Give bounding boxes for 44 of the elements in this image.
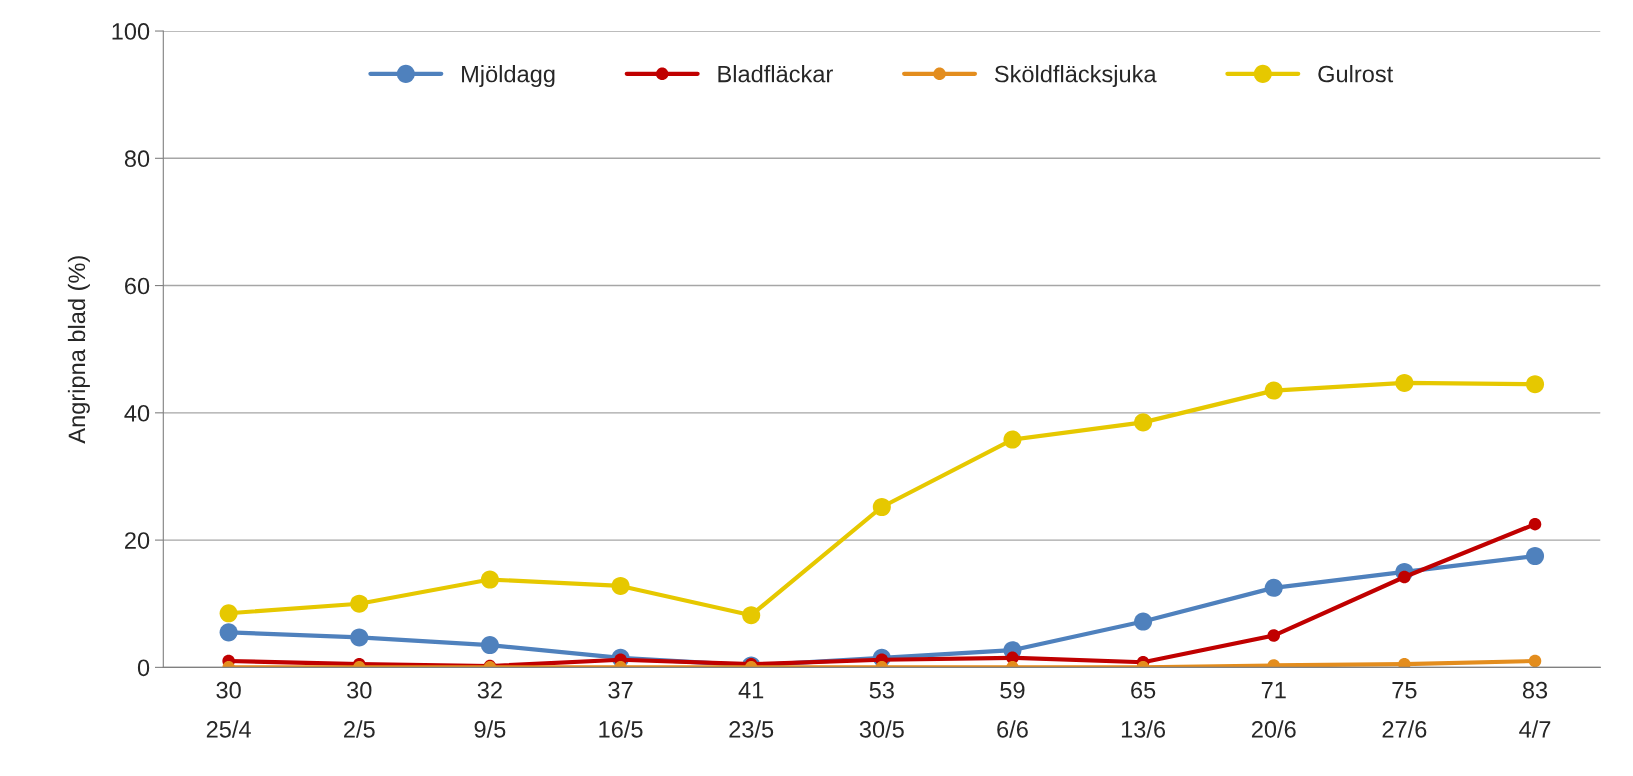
point <box>1395 373 1414 392</box>
x-tick-label: 30 2/5 <box>344 681 375 738</box>
y-tick-label: 0 <box>137 659 150 677</box>
point <box>350 594 369 613</box>
y-tick-label: 40 <box>124 404 150 422</box>
y-axis-title: Angripna blad (%) <box>67 256 90 444</box>
point <box>1267 629 1280 642</box>
x-tick-label: 65 13/6 <box>1121 681 1166 738</box>
point <box>742 606 761 625</box>
point <box>1525 375 1545 394</box>
point <box>1525 546 1545 566</box>
x-tick-label: 83 4/7 <box>1519 681 1551 738</box>
x-tick-label: 53 30/5 <box>859 681 904 738</box>
point <box>1134 413 1153 432</box>
legend-label: Sköldfläcksjuka <box>994 65 1157 88</box>
point <box>1398 657 1411 668</box>
x-tick-label: 30 25/4 <box>206 681 251 738</box>
legend-label: Mjöldagg <box>462 65 555 88</box>
point <box>1134 612 1153 631</box>
x-tick-label: 32 9/5 <box>474 681 506 738</box>
point <box>1003 430 1022 449</box>
x-tick-label: 37 16/5 <box>599 681 643 738</box>
y-tick-label: 60 <box>125 277 150 295</box>
point <box>1528 517 1542 531</box>
x-tick-label: 75 27/6 <box>1382 682 1427 738</box>
point <box>480 636 499 655</box>
point <box>219 604 238 623</box>
point <box>1264 578 1283 597</box>
x-tick-label: 71 20/6 <box>1251 682 1296 738</box>
point <box>1398 570 1411 584</box>
x-tick-label: 59 6/6 <box>997 681 1028 738</box>
point <box>350 628 369 647</box>
point <box>480 570 499 589</box>
point <box>1264 381 1283 400</box>
point <box>872 497 891 517</box>
point <box>219 623 238 642</box>
y-tick-label: 100 <box>112 23 150 40</box>
y-tick-label: 20 <box>125 532 150 549</box>
point <box>1528 654 1542 668</box>
legend-label: Bladfläckar <box>718 65 833 83</box>
point <box>611 576 630 595</box>
x-tick-label: 41 23/5 <box>729 682 774 738</box>
y-tick-label: 80 <box>124 150 150 168</box>
legend-label: Gulrost <box>1318 65 1394 83</box>
